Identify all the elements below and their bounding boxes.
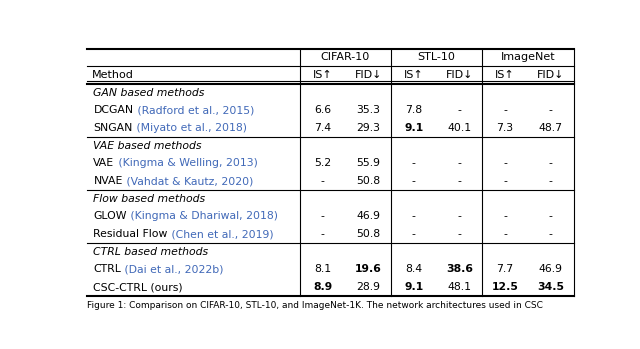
Text: (Radford et al., 2015): (Radford et al., 2015) bbox=[134, 105, 254, 116]
Text: 48.1: 48.1 bbox=[447, 282, 472, 292]
Text: DCGAN: DCGAN bbox=[93, 105, 134, 116]
Text: 7.8: 7.8 bbox=[405, 105, 422, 116]
Text: GAN based methods: GAN based methods bbox=[93, 88, 205, 98]
Text: 8.9: 8.9 bbox=[313, 282, 332, 292]
Text: 5.2: 5.2 bbox=[314, 158, 331, 168]
Text: (Miyato et al., 2018): (Miyato et al., 2018) bbox=[132, 123, 247, 133]
Text: 7.7: 7.7 bbox=[497, 264, 514, 274]
Text: SNGAN: SNGAN bbox=[93, 123, 132, 133]
Text: 29.3: 29.3 bbox=[356, 123, 380, 133]
Text: 28.9: 28.9 bbox=[356, 282, 380, 292]
Text: -: - bbox=[412, 176, 416, 186]
Text: -: - bbox=[458, 229, 461, 239]
Text: -: - bbox=[503, 176, 507, 186]
Text: 38.6: 38.6 bbox=[446, 264, 473, 274]
Text: VAE: VAE bbox=[93, 158, 115, 168]
Text: STL-10: STL-10 bbox=[418, 52, 456, 62]
Text: -: - bbox=[503, 105, 507, 116]
Text: 50.8: 50.8 bbox=[356, 229, 380, 239]
Text: -: - bbox=[458, 176, 461, 186]
Text: -: - bbox=[321, 176, 324, 186]
Text: -: - bbox=[548, 229, 553, 239]
Text: 8.1: 8.1 bbox=[314, 264, 331, 274]
Text: ImageNet: ImageNet bbox=[500, 52, 556, 62]
Text: 46.9: 46.9 bbox=[356, 211, 380, 221]
Text: 8.4: 8.4 bbox=[405, 264, 422, 274]
Text: -: - bbox=[412, 211, 416, 221]
Text: 9.1: 9.1 bbox=[404, 123, 424, 133]
Text: CSC-CTRL (ours): CSC-CTRL (ours) bbox=[93, 282, 183, 292]
Text: FID↓: FID↓ bbox=[355, 70, 382, 80]
Text: 6.6: 6.6 bbox=[314, 105, 331, 116]
Text: 7.4: 7.4 bbox=[314, 123, 331, 133]
Text: 35.3: 35.3 bbox=[356, 105, 380, 116]
Text: (Dai et al., 2022b): (Dai et al., 2022b) bbox=[121, 264, 224, 274]
Text: -: - bbox=[321, 229, 324, 239]
Text: -: - bbox=[548, 176, 553, 186]
Text: (Kingma & Dhariwal, 2018): (Kingma & Dhariwal, 2018) bbox=[127, 211, 278, 221]
Text: 19.6: 19.6 bbox=[355, 264, 381, 274]
Text: (Chen et al., 2019): (Chen et al., 2019) bbox=[168, 229, 273, 239]
Text: -: - bbox=[458, 211, 461, 221]
Text: IS↑: IS↑ bbox=[495, 70, 515, 80]
Text: Residual Flow: Residual Flow bbox=[93, 229, 168, 239]
Text: -: - bbox=[503, 211, 507, 221]
Text: -: - bbox=[548, 211, 553, 221]
Text: -: - bbox=[548, 105, 553, 116]
Text: CIFAR-10: CIFAR-10 bbox=[321, 52, 370, 62]
Text: NVAE: NVAE bbox=[93, 176, 123, 186]
Text: VAE based methods: VAE based methods bbox=[93, 141, 202, 151]
Text: Flow based methods: Flow based methods bbox=[93, 194, 205, 204]
Text: -: - bbox=[412, 158, 416, 168]
Text: IS↑: IS↑ bbox=[404, 70, 424, 80]
Text: 48.7: 48.7 bbox=[539, 123, 563, 133]
Text: FID↓: FID↓ bbox=[445, 70, 473, 80]
Text: -: - bbox=[503, 158, 507, 168]
Text: CTRL based methods: CTRL based methods bbox=[93, 247, 209, 257]
Text: -: - bbox=[458, 158, 461, 168]
Text: 12.5: 12.5 bbox=[492, 282, 518, 292]
Text: -: - bbox=[548, 158, 553, 168]
Text: 34.5: 34.5 bbox=[537, 282, 564, 292]
Text: 7.3: 7.3 bbox=[497, 123, 514, 133]
Text: IS↑: IS↑ bbox=[313, 70, 332, 80]
Text: -: - bbox=[321, 211, 324, 221]
Text: -: - bbox=[503, 229, 507, 239]
Text: Method: Method bbox=[92, 70, 133, 80]
Text: GLOW: GLOW bbox=[93, 211, 127, 221]
Text: 55.9: 55.9 bbox=[356, 158, 380, 168]
Text: 9.1: 9.1 bbox=[404, 282, 424, 292]
Text: 50.8: 50.8 bbox=[356, 176, 380, 186]
Text: (Kingma & Welling, 2013): (Kingma & Welling, 2013) bbox=[115, 158, 257, 168]
Text: -: - bbox=[458, 105, 461, 116]
Text: (Vahdat & Kautz, 2020): (Vahdat & Kautz, 2020) bbox=[123, 176, 253, 186]
Text: 46.9: 46.9 bbox=[539, 264, 563, 274]
Text: Figure 1: Comparison on CIFAR-10, STL-10, and ImageNet-1K. The network architect: Figure 1: Comparison on CIFAR-10, STL-10… bbox=[88, 301, 543, 310]
Text: CTRL: CTRL bbox=[93, 264, 121, 274]
Text: 40.1: 40.1 bbox=[447, 123, 472, 133]
Text: FID↓: FID↓ bbox=[537, 70, 564, 80]
Text: -: - bbox=[412, 229, 416, 239]
